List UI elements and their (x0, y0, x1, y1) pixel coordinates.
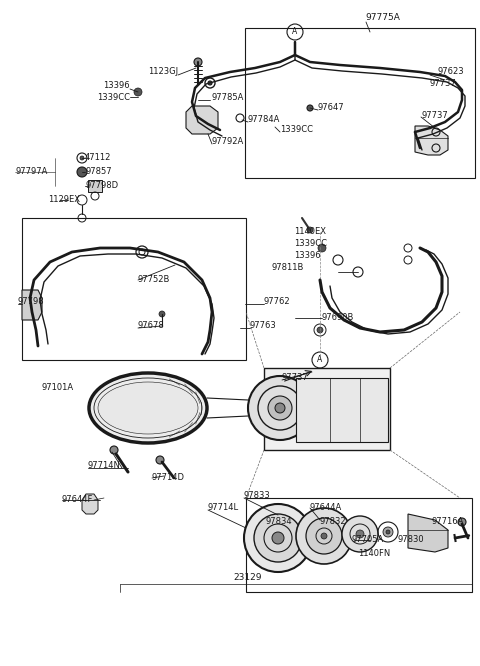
Circle shape (244, 504, 312, 572)
Circle shape (254, 514, 302, 562)
Polygon shape (296, 378, 388, 442)
Text: 97737: 97737 (421, 111, 448, 119)
Text: 97798D: 97798D (85, 182, 118, 190)
Circle shape (77, 167, 87, 177)
Circle shape (307, 227, 313, 233)
Text: 97101A: 97101A (42, 384, 74, 392)
Text: A: A (317, 356, 323, 364)
Circle shape (296, 508, 352, 564)
Circle shape (356, 530, 364, 538)
Polygon shape (415, 126, 448, 155)
Text: 97857: 97857 (85, 168, 112, 176)
Text: 97785A: 97785A (212, 93, 244, 101)
Text: 97784A: 97784A (248, 115, 280, 125)
Ellipse shape (98, 382, 198, 434)
Circle shape (159, 311, 165, 317)
Circle shape (318, 244, 326, 252)
Text: 97647: 97647 (318, 103, 345, 113)
Text: 97644A: 97644A (310, 503, 342, 513)
Text: 97834: 97834 (265, 517, 292, 527)
Polygon shape (82, 494, 98, 514)
Text: 1339CC: 1339CC (280, 125, 313, 135)
Ellipse shape (91, 375, 205, 441)
Text: 97644F: 97644F (62, 496, 94, 505)
Text: 97714N: 97714N (88, 462, 121, 470)
Circle shape (156, 456, 164, 464)
Text: 97798: 97798 (18, 298, 45, 306)
Circle shape (321, 533, 327, 539)
Circle shape (272, 532, 284, 544)
Text: 97714D: 97714D (152, 474, 185, 482)
Text: 1140FN: 1140FN (358, 549, 390, 559)
Text: 1129EX: 1129EX (48, 196, 80, 204)
Text: 97792A: 97792A (212, 137, 244, 147)
Text: 1123GJ: 1123GJ (148, 67, 178, 77)
Circle shape (317, 327, 323, 333)
Text: 97690B: 97690B (322, 314, 354, 322)
Text: 97716A: 97716A (432, 517, 464, 527)
Circle shape (275, 403, 285, 413)
Text: 97714L: 97714L (208, 503, 239, 513)
Circle shape (208, 81, 212, 85)
Text: 97775A: 97775A (365, 13, 400, 23)
Text: 23129: 23129 (234, 573, 262, 583)
Circle shape (194, 58, 202, 66)
Circle shape (386, 530, 390, 534)
Circle shape (268, 396, 292, 420)
Text: 13396: 13396 (103, 81, 130, 91)
Polygon shape (264, 368, 390, 450)
Text: 97623: 97623 (437, 67, 464, 77)
Text: 97737: 97737 (430, 79, 457, 87)
Text: 97830: 97830 (398, 535, 425, 545)
Text: 97832: 97832 (320, 517, 347, 527)
Circle shape (307, 105, 313, 111)
Text: 1140EX: 1140EX (294, 228, 326, 236)
Text: 1339CC: 1339CC (97, 93, 130, 101)
Text: 13396: 13396 (294, 250, 321, 260)
Polygon shape (408, 514, 448, 552)
Circle shape (110, 446, 118, 454)
Polygon shape (186, 106, 218, 134)
Circle shape (458, 518, 466, 526)
Text: 97833: 97833 (244, 492, 271, 501)
Text: 97763: 97763 (250, 322, 277, 330)
Text: 47112: 47112 (85, 153, 111, 163)
Circle shape (248, 376, 312, 440)
Text: 97762: 97762 (264, 298, 290, 306)
Text: A: A (292, 27, 298, 37)
Polygon shape (22, 290, 42, 320)
Text: 97811B: 97811B (272, 264, 304, 272)
Circle shape (80, 156, 84, 160)
Circle shape (383, 527, 393, 537)
Polygon shape (88, 180, 102, 192)
Circle shape (306, 518, 342, 554)
Text: 97797A: 97797A (15, 168, 48, 176)
Text: 97678: 97678 (138, 322, 165, 330)
Text: 97752B: 97752B (138, 276, 170, 284)
Text: 97705A: 97705A (352, 535, 384, 545)
Text: 1339CC: 1339CC (294, 240, 327, 248)
Circle shape (342, 516, 378, 552)
Text: 97737: 97737 (282, 374, 309, 382)
Circle shape (134, 88, 142, 96)
